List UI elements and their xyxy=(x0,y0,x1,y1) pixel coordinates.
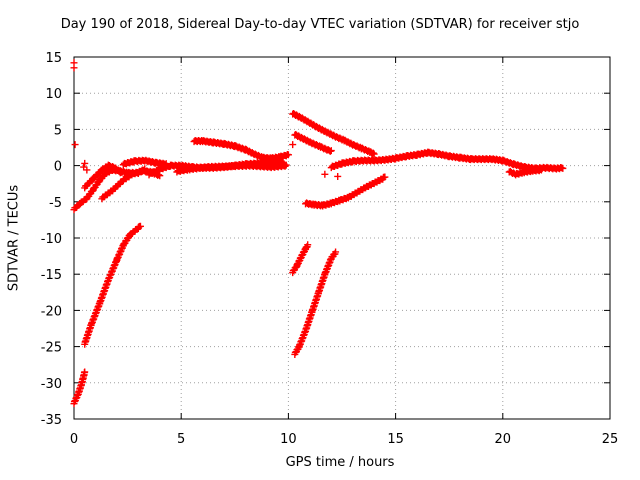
series-arc-morning-lower xyxy=(173,161,290,176)
series-markers xyxy=(119,156,170,169)
data-series xyxy=(70,59,567,408)
series-arc-afternoon-dip xyxy=(505,166,545,179)
series-markers xyxy=(173,161,290,176)
series-markers xyxy=(289,241,312,277)
series-arc-mid-upper-2 xyxy=(291,130,335,155)
series-arc-early-4 xyxy=(119,156,170,169)
y-tick-label: -10 xyxy=(41,232,62,247)
y-tick-label: -5 xyxy=(49,196,62,211)
series-arc-early-2 xyxy=(81,161,125,192)
x-tick-labels: 0 5 10 15 20 25 xyxy=(70,432,618,447)
y-tick-label: -15 xyxy=(41,268,62,283)
series-arc-falling-1 xyxy=(289,241,312,277)
y-tick-label: -20 xyxy=(41,304,62,319)
y-axis-label: SDTVAR / TECUs xyxy=(6,184,22,292)
series-markers xyxy=(70,368,89,408)
chart-title: Day 190 of 2018, Sidereal Day-to-day VTE… xyxy=(60,17,580,32)
y-tick-label: -35 xyxy=(41,413,62,428)
series-arc-mid-upper-1 xyxy=(289,109,378,158)
series-markers xyxy=(70,59,342,180)
y-tick-label: -25 xyxy=(41,341,62,356)
series-arc-falling-2 xyxy=(291,248,340,358)
x-tick-label: 0 xyxy=(70,432,78,447)
series-markers xyxy=(291,130,335,155)
series-arc-morning-upper xyxy=(190,136,292,163)
y-tick-label: 5 xyxy=(54,123,62,138)
series-markers xyxy=(81,161,125,192)
series-arc-mid-lower xyxy=(302,173,389,210)
x-tick-label: 15 xyxy=(387,432,404,447)
series-markers xyxy=(302,173,389,210)
y-tick-label: -30 xyxy=(41,377,62,392)
x-tick-label: 20 xyxy=(495,432,512,447)
x-tick-label: 5 xyxy=(177,432,185,447)
series-markers xyxy=(190,136,292,163)
series-isolated-points xyxy=(70,59,342,180)
x-tick-label: 25 xyxy=(602,432,619,447)
series-markers xyxy=(291,248,340,358)
x-axis-label: GPS time / hours xyxy=(285,455,395,470)
y-tick-label: 15 xyxy=(45,51,62,66)
grid-lines xyxy=(74,57,610,419)
series-markers xyxy=(289,109,378,158)
y-tick-label: 10 xyxy=(45,87,62,102)
x-tick-label: 10 xyxy=(280,432,297,447)
y-tick-labels: 15 10 5 0 -5 -10 -15 -20 -25 -30 -35 xyxy=(41,51,62,428)
series-markers xyxy=(505,166,545,179)
series-markers xyxy=(81,222,144,348)
series-arc-rising-1 xyxy=(70,368,89,408)
series-arc-rising-2 xyxy=(81,222,144,348)
y-tick-label: 0 xyxy=(54,160,62,175)
